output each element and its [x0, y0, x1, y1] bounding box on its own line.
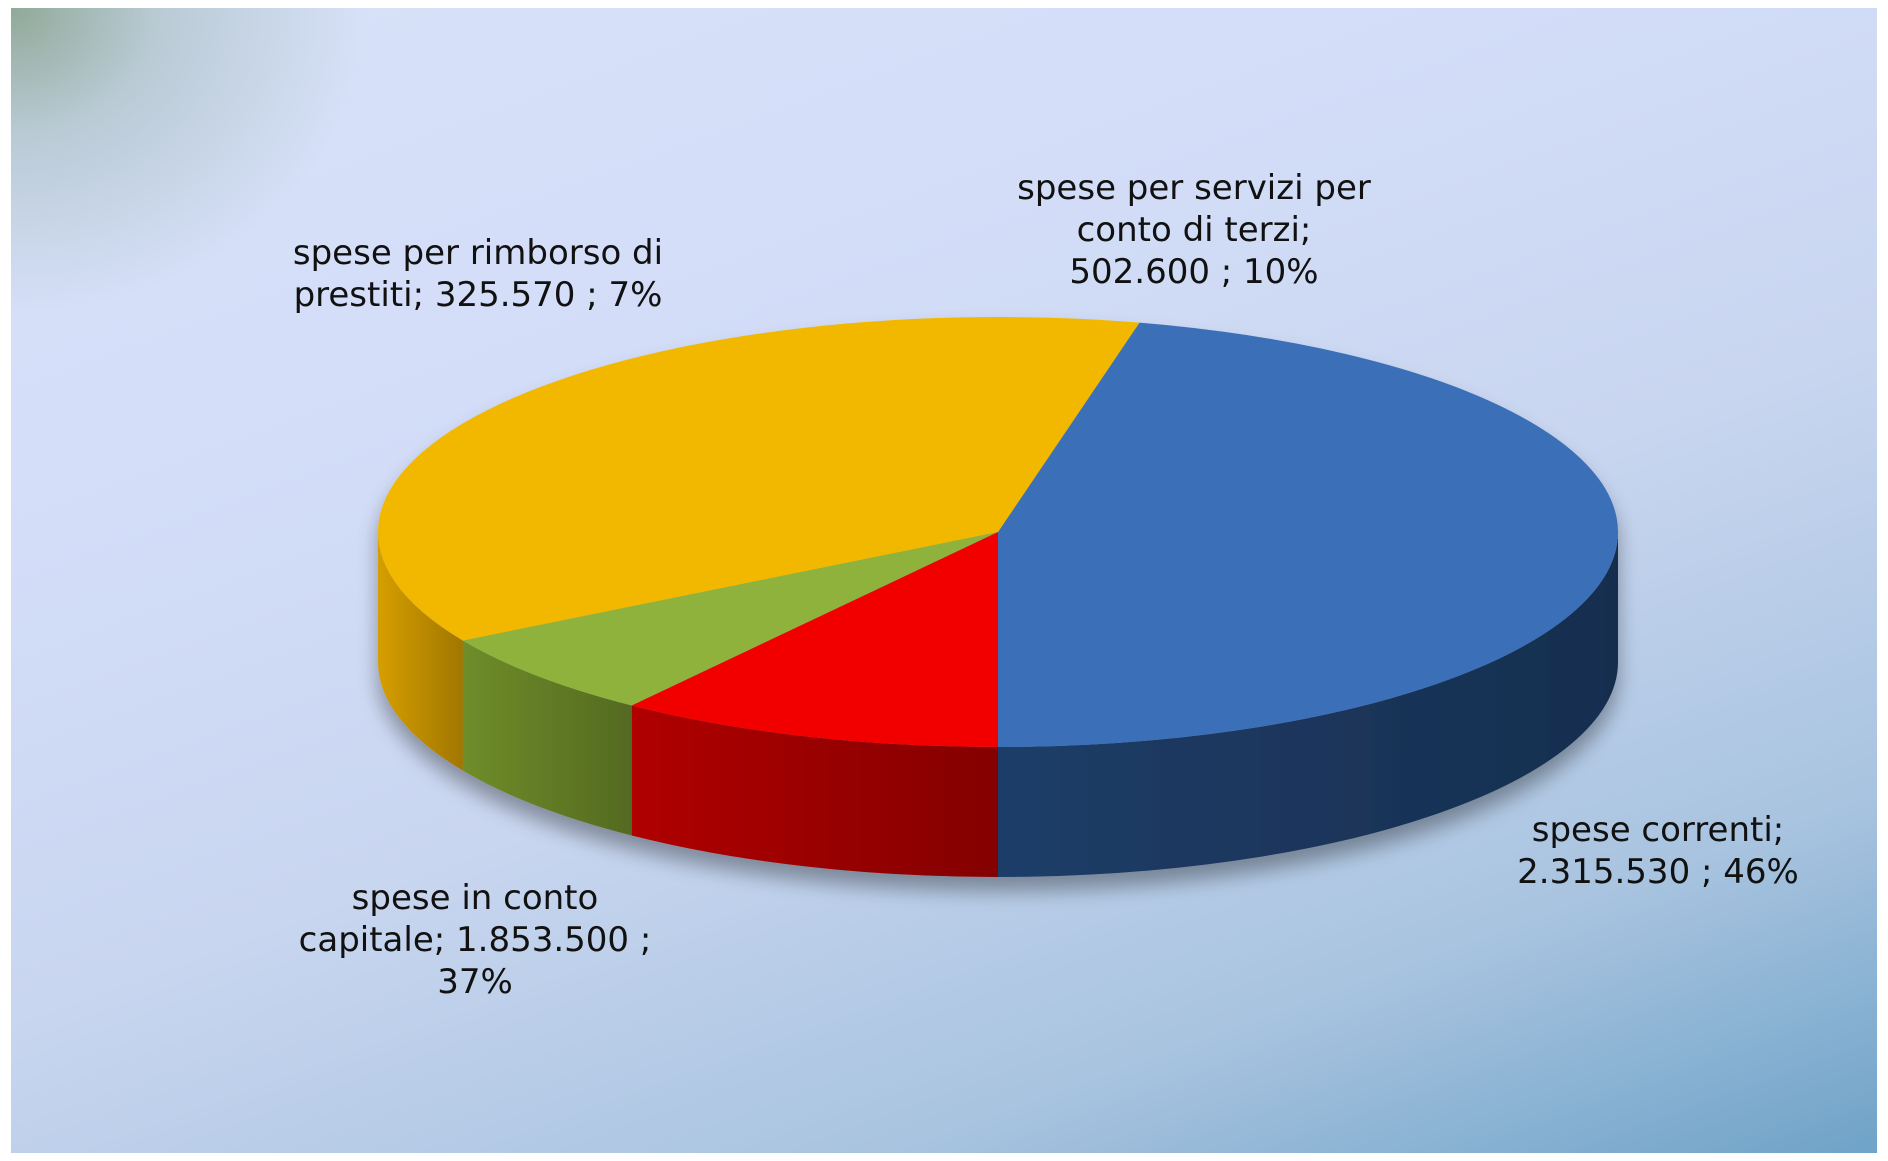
pie-labels: spese correnti; 2.315.530 ; 46% spese in c… — [293, 168, 1799, 1002]
data-label-line: spese correnti; — [1532, 810, 1784, 850]
data-label-line: spese in conto — [352, 878, 599, 918]
data-label-line: prestiti; 325.570 ; 7% — [294, 275, 663, 315]
pie-side-shade — [631, 705, 998, 877]
data-label-line: spese per rimborso di — [293, 233, 663, 273]
pie-side-shade — [462, 640, 632, 836]
data-label-line: capitale; 1.853.500 ; — [299, 920, 652, 960]
data-label-spese-in-conto-capitale: spese in conto capitale; 1.853.500 ; 37% — [299, 878, 652, 1002]
pie-slice-spese-per-rimborso-di-prestiti — [462, 532, 998, 706]
pie-tops — [378, 317, 1618, 747]
pie-slice-spese-per-servizi-per-conto-di-terzi — [631, 532, 998, 747]
data-label-line: 502.600 ; 10% — [1069, 252, 1318, 292]
pie-side-shade — [378, 532, 463, 771]
pie-slice-spese-correnti — [998, 322, 1618, 747]
data-label-line: 2.315.530 ; 46% — [1517, 852, 1799, 892]
pie-sides — [378, 532, 1618, 877]
panel-sheen — [11, 8, 431, 368]
data-label-line: 37% — [437, 962, 513, 1002]
data-label-spese-per-servizi-per-conto-di-terzi: spese per servizi per conto di terzi; 502.… — [1017, 168, 1371, 292]
data-label-spese-correnti: spese correnti; 2.315.530 ; 46% — [1517, 810, 1799, 892]
data-label-spese-per-rimborso-di-prestiti: spese per rimborso di prestiti; 325.570 ;… — [293, 233, 663, 315]
pie-side-shade — [998, 532, 1618, 877]
data-label-line: spese per servizi per — [1017, 168, 1371, 208]
data-label-line: conto di terzi; — [1077, 210, 1312, 250]
pie-slice-spese-in-conto-capitale — [378, 317, 1140, 641]
